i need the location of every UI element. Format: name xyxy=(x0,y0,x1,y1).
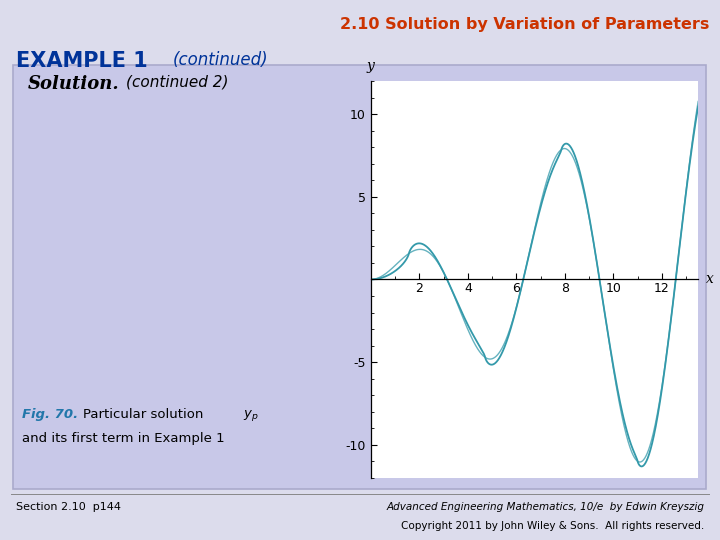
Bar xyxy=(13,65,706,489)
Text: (continued 2): (continued 2) xyxy=(126,75,228,90)
Text: x: x xyxy=(706,273,714,286)
Text: y: y xyxy=(367,59,374,73)
Text: Particular solution: Particular solution xyxy=(83,408,207,421)
Text: Section 2.10  p144: Section 2.10 p144 xyxy=(16,502,121,512)
Text: Fig. 70.: Fig. 70. xyxy=(22,408,78,421)
Text: $y_p$: $y_p$ xyxy=(243,408,258,423)
Text: 2.10 Solution by Variation of Parameters: 2.10 Solution by Variation of Parameters xyxy=(340,17,709,32)
Text: EXAMPLE 1: EXAMPLE 1 xyxy=(16,51,148,71)
Text: Advanced Engineering Mathematics, 10/e  by Edwin Kreyszig: Advanced Engineering Mathematics, 10/e b… xyxy=(386,502,704,512)
Text: and its first term in Example 1: and its first term in Example 1 xyxy=(22,432,224,445)
Text: Copyright 2011 by John Wiley & Sons.  All rights reserved.: Copyright 2011 by John Wiley & Sons. All… xyxy=(401,521,704,531)
Text: Solution.: Solution. xyxy=(27,75,119,92)
Text: (continued): (continued) xyxy=(173,51,269,69)
